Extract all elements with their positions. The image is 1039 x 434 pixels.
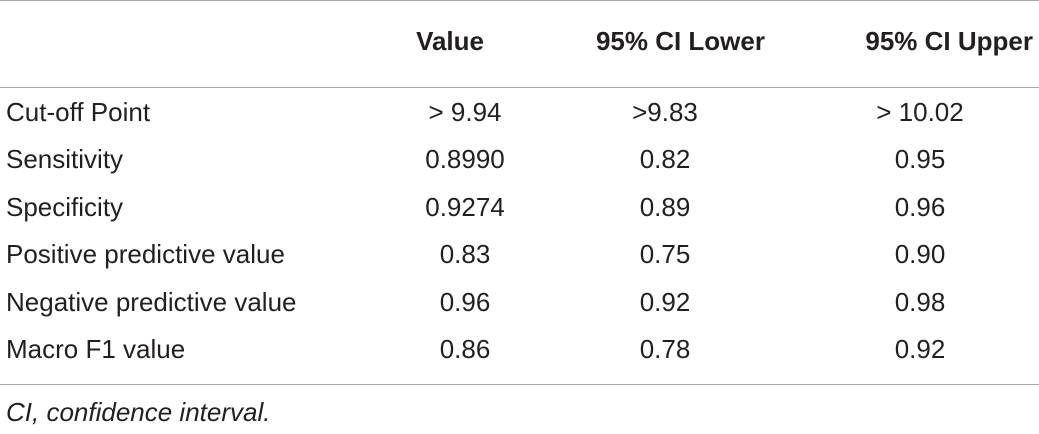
table-header-row: Value 95% CI Lower 95% CI Upper xyxy=(0,19,1039,63)
table-row: Negative predictive value 0.96 0.92 0.98 xyxy=(0,280,1039,324)
row-label: Positive predictive value xyxy=(6,239,285,269)
row-label: Specificity xyxy=(6,192,124,222)
ci-lower-cell: 0.75 xyxy=(639,239,691,269)
ci-upper-cell: 0.90 xyxy=(894,239,946,269)
bottom-rule xyxy=(0,384,1039,385)
table-footnote: CI, confidence interval. xyxy=(6,397,271,427)
value-cell: 0.86 xyxy=(439,334,491,364)
value-cell: > 9.94 xyxy=(428,97,502,127)
table-row: Cut-off Point > 9.94 >9.83 > 10.02 xyxy=(0,90,1039,134)
ci-lower-cell: 0.92 xyxy=(639,287,691,317)
ci-lower-cell: >9.83 xyxy=(632,97,698,127)
row-label: Negative predictive value xyxy=(6,287,297,317)
table-row: Positive predictive value 0.83 0.75 0.90 xyxy=(0,232,1039,276)
value-cell: 0.96 xyxy=(439,287,491,317)
value-cell: 0.8990 xyxy=(425,144,505,174)
header-cell-value: Value xyxy=(416,26,484,56)
ci-upper-cell: 0.95 xyxy=(894,144,946,174)
row-label: Cut-off Point xyxy=(6,97,151,127)
header-cell-ci-lower: 95% CI Lower xyxy=(595,26,765,56)
table-row: Macro F1 value 0.86 0.78 0.92 xyxy=(0,327,1039,371)
ci-lower-cell: 0.78 xyxy=(639,334,691,364)
value-cell: 0.83 xyxy=(439,239,491,269)
header-rule xyxy=(0,87,1039,88)
ci-lower-cell: 0.89 xyxy=(639,192,691,222)
ci-upper-cell: > 10.02 xyxy=(876,97,964,127)
ci-upper-cell: 0.92 xyxy=(894,334,946,364)
value-cell: 0.9274 xyxy=(425,192,505,222)
row-label: Macro F1 value xyxy=(6,334,186,364)
table-row: Specificity 0.9274 0.89 0.96 xyxy=(0,185,1039,229)
header-cell-ci-upper: 95% CI Upper xyxy=(865,26,1033,56)
ci-upper-cell: 0.96 xyxy=(894,192,946,222)
top-rule xyxy=(0,0,1039,1)
table-row: Sensitivity 0.8990 0.82 0.95 xyxy=(0,137,1039,181)
ci-upper-cell: 0.98 xyxy=(894,287,946,317)
row-label: Sensitivity xyxy=(6,144,124,174)
ci-lower-cell: 0.82 xyxy=(639,144,691,174)
